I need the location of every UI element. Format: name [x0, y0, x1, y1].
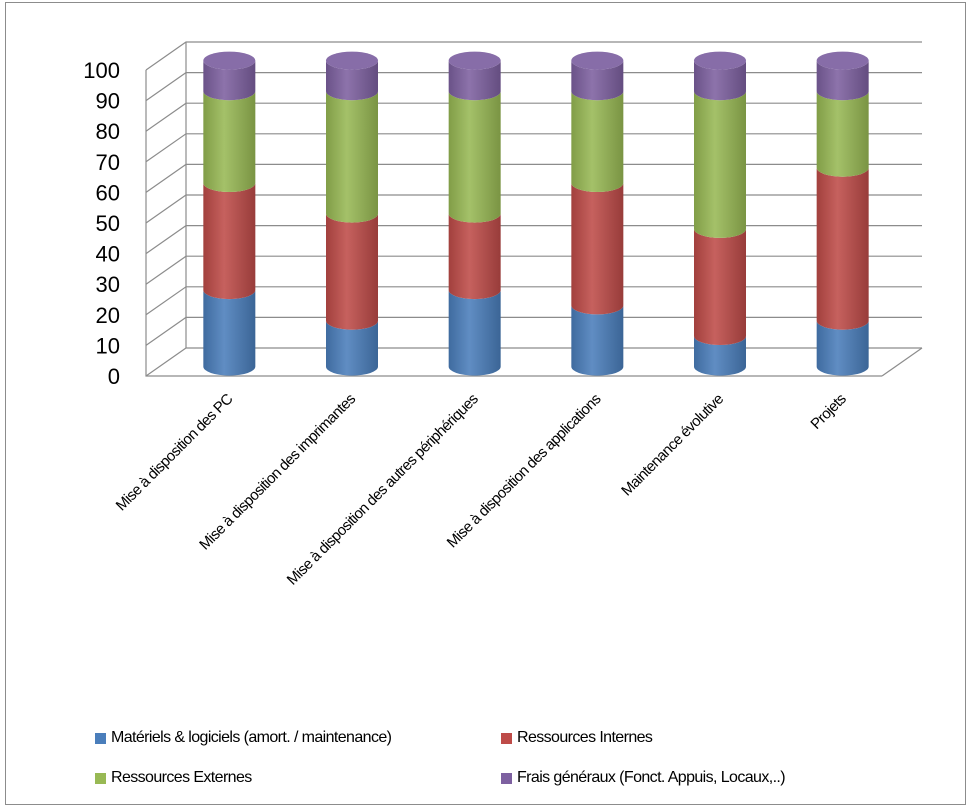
bar-segment	[326, 91, 378, 223]
bar-segment	[694, 336, 746, 376]
legend-item: Ressources Internes	[501, 729, 653, 747]
legend-swatch	[501, 732, 512, 744]
bar-segment	[816, 320, 869, 376]
y-tick-label: 0	[108, 364, 120, 389]
bar-segment	[203, 60, 256, 101]
gridline	[145, 194, 922, 224]
gridline	[145, 71, 922, 102]
bar-segment	[816, 60, 869, 101]
legend-swatch	[501, 772, 512, 784]
gridline	[145, 347, 922, 377]
bar-segment	[326, 320, 378, 376]
legend-label: Frais généraux (Fonct. Appuis, Locaux,..…	[517, 769, 786, 786]
y-tick-label: 70	[96, 150, 120, 175]
y-tick-label: 50	[96, 211, 120, 236]
gridline	[145, 225, 922, 255]
y-axis-ticks: 0 10 20 30 40 50 60 70 80 90 100	[83, 58, 120, 389]
bar-segment	[816, 167, 869, 330]
bar-top-cap	[816, 51, 869, 70]
legend-label: Ressources Internes	[517, 729, 653, 746]
bar-segment	[326, 60, 378, 101]
legend-item: Frais généraux (Fonct. Appuis, Locaux,..…	[501, 769, 786, 787]
bar-segment	[571, 91, 624, 192]
y-tick-label: 20	[96, 303, 120, 328]
y-tick-label: 90	[96, 89, 120, 114]
bar-segment	[816, 91, 869, 177]
legend-label: Matériels & logiciels (amort. / maintena…	[111, 729, 392, 746]
bar-segment	[326, 213, 378, 330]
gridline	[145, 41, 922, 71]
x-tick-label: Mise à disposition des PC	[113, 390, 237, 514]
bar-segment	[203, 91, 256, 192]
bar-segment	[203, 183, 256, 300]
y-tick-label: 40	[96, 242, 120, 267]
bar-top-cap	[571, 51, 624, 70]
bar-segment	[571, 60, 624, 101]
bar-segment	[694, 91, 746, 238]
legend-swatch	[95, 772, 106, 784]
x-tick-label: Mise à disposition des autres périphériq…	[284, 391, 482, 589]
gridline	[145, 286, 922, 316]
bar-segment	[571, 183, 624, 315]
gridline	[145, 316, 922, 346]
legend-item: Ressources Externes	[95, 769, 252, 787]
axis-line	[881, 347, 923, 377]
y-tick-label: 100	[83, 58, 120, 83]
gridline	[145, 133, 922, 163]
gridline	[145, 255, 922, 285]
x-axis-labels: Mise à disposition des PC Mise à disposit…	[113, 390, 850, 588]
bar-segment	[694, 228, 746, 345]
gridline	[145, 163, 922, 193]
gridline	[145, 102, 922, 132]
legend-item: Matériels & logiciels (amort. / maintena…	[95, 729, 392, 747]
bars-layer	[203, 51, 869, 376]
y-tick-label: 60	[96, 180, 120, 205]
bar-segment	[448, 213, 501, 300]
bar-segment	[571, 305, 624, 376]
x-tick-label: Maintenance évolutive	[618, 391, 727, 500]
bar-segment	[448, 290, 501, 376]
bar-top-cap	[203, 51, 256, 70]
grid-layer	[145, 41, 923, 377]
bar-segment	[448, 60, 501, 101]
legend-label: Ressources Externes	[111, 769, 252, 786]
y-tick-label: 80	[96, 119, 120, 144]
legend-swatch	[95, 732, 106, 744]
bar-segment	[203, 290, 256, 376]
x-tick-label: Projets	[807, 391, 849, 433]
bar-top-cap	[694, 51, 746, 70]
bar-top-cap	[448, 51, 501, 70]
bar-segment	[694, 60, 746, 101]
y-tick-label: 10	[96, 333, 120, 358]
bar-segment	[448, 91, 501, 223]
bar-top-cap	[326, 51, 378, 70]
axis-line	[145, 70, 882, 377]
y-tick-label: 30	[96, 272, 120, 297]
